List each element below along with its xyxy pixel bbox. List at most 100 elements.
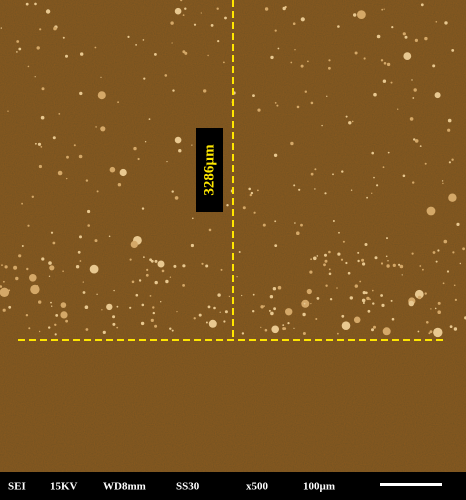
particle xyxy=(354,284,358,288)
particle xyxy=(193,23,197,26)
particle xyxy=(100,126,106,132)
particle xyxy=(236,276,238,278)
particle xyxy=(442,182,444,185)
particle xyxy=(270,311,274,316)
footer-item: 100µm xyxy=(303,481,335,493)
particle xyxy=(154,280,158,285)
particle xyxy=(270,55,274,60)
particle xyxy=(89,264,99,274)
particle xyxy=(374,256,378,260)
particle xyxy=(294,49,296,51)
particle xyxy=(238,251,241,253)
particle xyxy=(380,59,384,62)
particle xyxy=(426,321,429,324)
particle xyxy=(250,191,254,195)
particle xyxy=(112,315,116,319)
particle xyxy=(130,240,138,248)
particle xyxy=(224,16,227,20)
particle xyxy=(409,117,414,121)
particle xyxy=(373,325,376,329)
particle xyxy=(112,322,116,326)
particle xyxy=(252,310,255,313)
particle xyxy=(273,307,276,311)
particle xyxy=(324,259,328,263)
particle xyxy=(269,295,274,299)
particle xyxy=(361,298,366,303)
particle xyxy=(411,252,414,255)
particle xyxy=(391,317,395,321)
particle xyxy=(249,193,252,197)
particle xyxy=(50,231,54,234)
particle xyxy=(325,284,328,287)
particle xyxy=(294,222,296,224)
particle xyxy=(205,321,208,324)
particle xyxy=(73,144,76,147)
particle xyxy=(108,235,111,238)
particle xyxy=(424,292,427,295)
particle xyxy=(435,21,438,23)
particle xyxy=(433,327,443,338)
particle xyxy=(50,301,52,304)
particle xyxy=(274,220,277,223)
particle xyxy=(173,264,177,268)
particle xyxy=(328,250,331,254)
particle xyxy=(262,223,266,227)
particle xyxy=(21,245,24,247)
particle xyxy=(336,287,338,289)
particle xyxy=(184,51,188,55)
particle xyxy=(317,298,319,300)
particle xyxy=(422,268,424,271)
particle xyxy=(300,64,304,68)
particle xyxy=(182,264,186,268)
particle xyxy=(263,305,266,307)
particle xyxy=(347,271,351,275)
particle xyxy=(166,161,168,163)
particle xyxy=(171,42,173,44)
particle xyxy=(140,321,145,326)
particle xyxy=(392,263,396,267)
particle xyxy=(283,327,287,330)
particle xyxy=(169,327,172,330)
particle xyxy=(170,21,174,25)
particle xyxy=(172,89,175,92)
particle xyxy=(447,118,452,123)
particle xyxy=(160,301,162,303)
particle xyxy=(154,53,157,56)
particle xyxy=(174,196,179,200)
particle xyxy=(200,12,202,14)
particle xyxy=(324,192,327,195)
particle xyxy=(150,259,154,263)
particle xyxy=(432,251,436,254)
particle xyxy=(205,264,209,268)
particle xyxy=(52,241,56,245)
particle xyxy=(62,36,65,39)
particle xyxy=(79,260,82,262)
particle xyxy=(383,8,385,10)
particle xyxy=(362,262,366,266)
particle xyxy=(174,7,182,15)
particle xyxy=(376,34,381,39)
particle xyxy=(371,151,375,155)
particle xyxy=(260,326,262,328)
particle xyxy=(152,311,155,315)
particle xyxy=(296,231,300,235)
particle xyxy=(315,318,318,320)
particle xyxy=(45,9,51,14)
particle xyxy=(96,293,98,295)
particle xyxy=(357,10,366,19)
particle xyxy=(402,32,406,36)
particle xyxy=(48,261,52,265)
particle xyxy=(323,263,326,267)
particle xyxy=(34,2,37,6)
particle xyxy=(27,224,30,227)
particle xyxy=(119,168,127,177)
particle xyxy=(18,47,22,51)
particle xyxy=(290,61,293,64)
footer-item: 15KV xyxy=(50,481,78,493)
particle xyxy=(223,320,226,323)
particle xyxy=(272,287,277,291)
particle xyxy=(449,325,453,328)
particle xyxy=(307,60,309,63)
particle xyxy=(35,142,37,145)
particle xyxy=(0,285,3,288)
